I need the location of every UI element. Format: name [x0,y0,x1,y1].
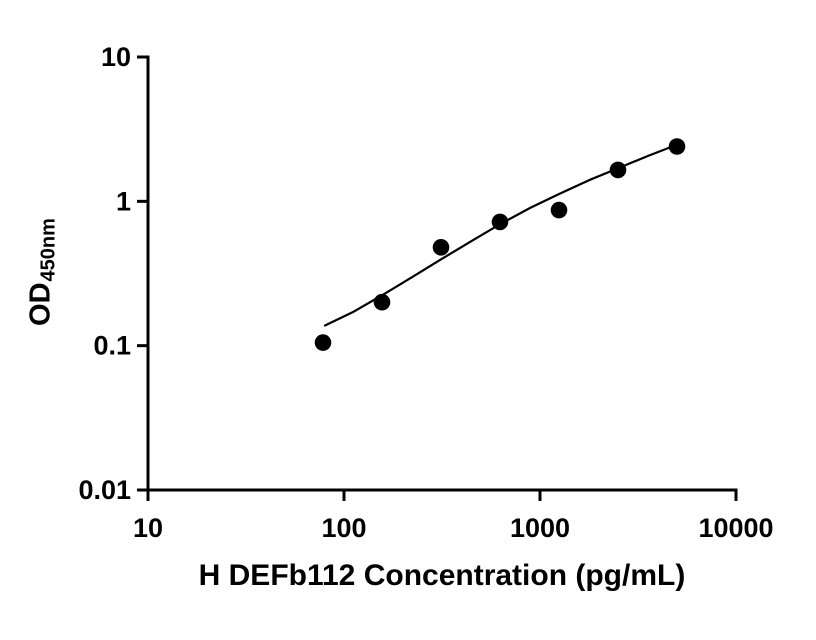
y-axis-tick-label: 0.1 [93,331,131,361]
data-point [491,213,509,231]
data-point [432,239,450,256]
y-axis-title: OD450nm [24,218,60,326]
y-axis-tick-label: 10 [101,42,131,72]
data-point [373,293,391,311]
y-axis-tick-label: 0.01 [78,475,131,505]
x-axis-title: H DEFb112 Concentration (pg/mL) [198,559,686,592]
data-point [550,201,568,219]
y-axis-tick-label: 1 [116,186,131,216]
data-point [609,161,627,179]
x-axis-tick-label: 1000 [510,513,570,543]
data-point [668,138,686,155]
y-axis-title-main: OD [24,282,57,326]
data-point [314,334,332,351]
x-axis-tick-label: 100 [321,513,366,543]
y-axis-title-subscript: 450nm [37,218,60,282]
x-axis-tick-label: 10 [133,513,163,543]
x-axis-tick-label: 10000 [698,513,773,543]
